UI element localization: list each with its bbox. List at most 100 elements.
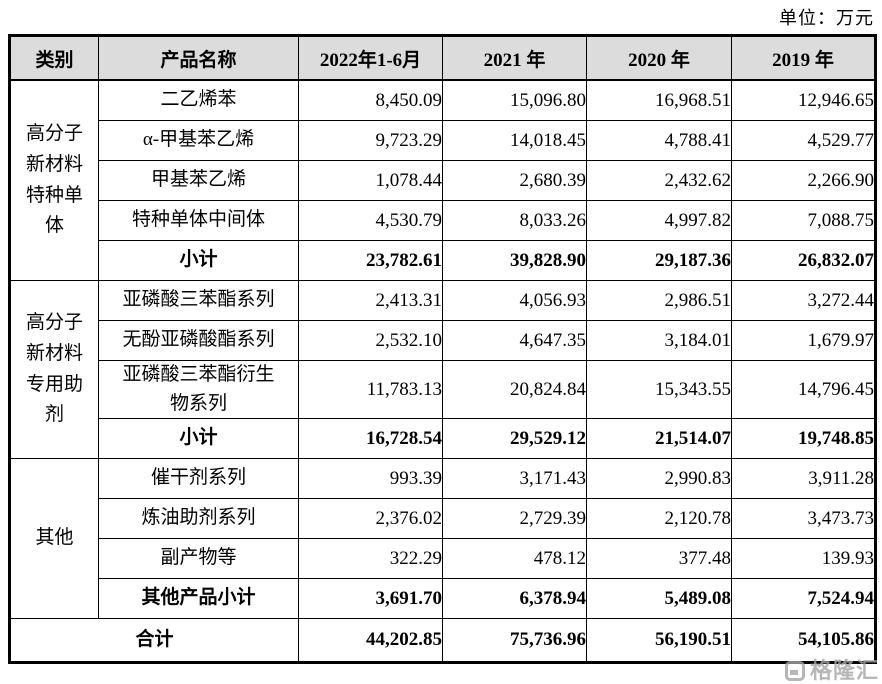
value-cell: 3,171.43 xyxy=(442,458,587,499)
value-cell: 3,272.44 xyxy=(731,280,876,321)
subtotal-value-cell: 39,828.90 xyxy=(442,240,587,281)
subtotal-value-cell: 21,514.07 xyxy=(586,418,732,459)
subtotal-value-cell: 29,529.12 xyxy=(442,418,587,459)
unit-label: 单位：万元 xyxy=(779,8,874,28)
value-cell: 8,033.26 xyxy=(442,200,587,241)
subtotal-label-cell: 其他产品小计 xyxy=(98,578,299,619)
value-cell: 4,997.82 xyxy=(586,200,732,241)
value-cell: 11,783.13 xyxy=(298,360,443,419)
subtotal-row: 小计 23,782.61 39,828.90 29,187.36 26,832.07 xyxy=(10,240,876,281)
total-row: 合计 44,202.85 75,736.96 56,190.51 54,105.86 xyxy=(9,618,876,663)
subtotal-value-cell: 6,378.94 xyxy=(442,578,587,619)
value-cell: 377.48 xyxy=(586,538,732,579)
value-cell: 322.29 xyxy=(298,538,443,579)
product-name-cell: 副产物等 xyxy=(98,538,299,579)
table-row: 甲基苯乙烯 1,078.44 2,680.39 2,432.62 2,266.90 xyxy=(10,160,876,201)
header-row: 类别 产品名称 2022年1-6月 2021 年 2020 年 2019 年 xyxy=(9,35,876,81)
product-name-cell: 二乙烯苯 xyxy=(98,79,299,121)
subtotal-value-cell: 29,187.36 xyxy=(586,240,732,281)
subtotal-row: 其他产品小计 3,691.70 6,378.94 5,489.08 7,524.94 xyxy=(10,578,876,619)
value-cell: 4,647.35 xyxy=(442,320,587,361)
value-cell: 2,432.62 xyxy=(586,160,732,201)
table-row: 高分子新材料特种单体 二乙烯苯 8,450.09 15,096.80 16,968.51… xyxy=(9,79,876,281)
table-row: 其他 催干剂系列 993.39 3,171.43 2,990.83 3,911.28 xyxy=(9,458,876,619)
table-row: 特种单体中间体 4,530.79 8,033.26 4,997.82 7,088.75 xyxy=(10,200,876,241)
value-cell: 478.12 xyxy=(442,538,587,579)
column-header: 产品名称 xyxy=(98,35,299,81)
table-row: 无酚亚磷酸酯系列 2,532.10 4,647.35 3,184.01 1,679.97 xyxy=(10,320,876,361)
value-cell: 2,680.39 xyxy=(442,160,587,201)
total-value-cell: 44,202.85 xyxy=(298,618,443,663)
product-name-cell: 亚磷酸三苯酯系列 xyxy=(98,280,299,321)
watermark-logo-icon xyxy=(784,661,805,681)
value-cell: 2,120.78 xyxy=(586,498,732,539)
category-cell: 高分子新材料特种单体 xyxy=(9,79,99,281)
table-row: α-甲基苯乙烯 9,723.29 14,018.45 4,788.41 4,529.77 xyxy=(10,120,876,161)
product-name-cell: 无酚亚磷酸酯系列 xyxy=(98,320,299,361)
column-header: 2019 年 xyxy=(731,35,876,81)
category-label: 高分子新材料专用助剂 xyxy=(25,311,83,426)
table-row: 亚磷酸三苯酯衍生 物系列 11,783.13 20,824.84 15,343.55 1… xyxy=(10,360,876,419)
category-label: 其他 xyxy=(35,527,74,549)
value-cell: 15,096.80 xyxy=(442,79,587,121)
category-cell: 高分子新材料专用助剂 xyxy=(9,280,99,459)
value-cell: 2,729.39 xyxy=(442,498,587,539)
subtotal-value-cell: 16,728.54 xyxy=(298,418,443,459)
value-cell: 4,530.79 xyxy=(298,200,443,241)
value-cell: 7,088.75 xyxy=(731,200,876,241)
value-cell: 15,343.55 xyxy=(586,360,732,419)
value-cell: 3,473.73 xyxy=(731,498,876,539)
subtotal-value-cell: 19,748.85 xyxy=(731,418,876,459)
subtotal-value-cell: 7,524.94 xyxy=(731,578,876,619)
value-cell: 2,376.02 xyxy=(298,498,443,539)
value-cell: 4,056.93 xyxy=(442,280,587,321)
value-cell: 2,532.10 xyxy=(298,320,443,361)
column-header: 2021 年 xyxy=(442,35,587,81)
value-cell: 139.93 xyxy=(731,538,876,579)
product-name-cell: 甲基苯乙烯 xyxy=(98,160,299,201)
product-name-cell: α-甲基苯乙烯 xyxy=(98,120,299,161)
subtotal-value-cell: 26,832.07 xyxy=(731,240,876,281)
product-name-cell: 催干剂系列 xyxy=(98,458,299,499)
column-header: 2020 年 xyxy=(586,35,732,81)
total-value-cell: 56,190.51 xyxy=(586,618,732,663)
value-cell: 4,788.41 xyxy=(586,120,732,161)
value-cell: 2,986.51 xyxy=(586,280,732,321)
value-cell: 14,796.45 xyxy=(731,360,876,419)
value-cell: 4,529.77 xyxy=(731,120,876,161)
subtotal-label-cell: 小计 xyxy=(98,418,299,459)
column-header: 类别 xyxy=(9,35,99,81)
value-cell: 3,911.28 xyxy=(731,458,876,499)
value-cell: 2,413.31 xyxy=(298,280,443,321)
total-label-cell: 合计 xyxy=(9,618,299,663)
value-cell: 8,450.09 xyxy=(298,79,443,121)
table-row: 副产物等 322.29 478.12 377.48 139.93 xyxy=(10,538,876,579)
subtotal-row: 小计 16,728.54 29,529.12 21,514.07 19,748.85 xyxy=(10,418,876,459)
product-name-cell: 亚磷酸三苯酯衍生 物系列 xyxy=(98,360,299,419)
product-name-cell: 特种单体中间体 xyxy=(98,200,299,241)
value-cell: 993.39 xyxy=(298,458,443,499)
total-value-cell: 75,736.96 xyxy=(442,618,587,663)
table-row: 炼油助剂系列 2,376.02 2,729.39 2,120.78 3,473.73 xyxy=(10,498,876,539)
product-name-cell: 炼油助剂系列 xyxy=(98,498,299,539)
value-cell: 1,078.44 xyxy=(298,160,443,201)
value-cell: 14,018.45 xyxy=(442,120,587,161)
column-header: 2022年1-6月 xyxy=(298,35,443,81)
subtotal-value-cell: 3,691.70 xyxy=(298,578,443,619)
category-label: 高分子新材料特种单体 xyxy=(25,122,83,237)
value-cell: 12,946.65 xyxy=(731,79,876,121)
subtotal-value-cell: 5,489.08 xyxy=(586,578,732,619)
value-cell: 20,824.84 xyxy=(442,360,587,419)
table-row: 高分子新材料专用助剂 亚磷酸三苯酯系列 2,413.31 4,056.93 2,986.… xyxy=(9,280,876,459)
revenue-table: 类别 产品名称 2022年1-6月 2021 年 2020 年 2019 年 高分子新材料… xyxy=(8,34,877,664)
subtotal-value-cell: 23,782.61 xyxy=(298,240,443,281)
value-cell: 16,968.51 xyxy=(586,79,732,121)
value-cell: 1,679.97 xyxy=(731,320,876,361)
subtotal-label-cell: 小计 xyxy=(98,240,299,281)
value-cell: 9,723.29 xyxy=(298,120,443,161)
category-cell: 其他 xyxy=(9,458,99,619)
total-value-cell: 54,105.86 xyxy=(731,618,876,663)
value-cell: 2,990.83 xyxy=(586,458,732,499)
value-cell: 2,266.90 xyxy=(731,160,876,201)
